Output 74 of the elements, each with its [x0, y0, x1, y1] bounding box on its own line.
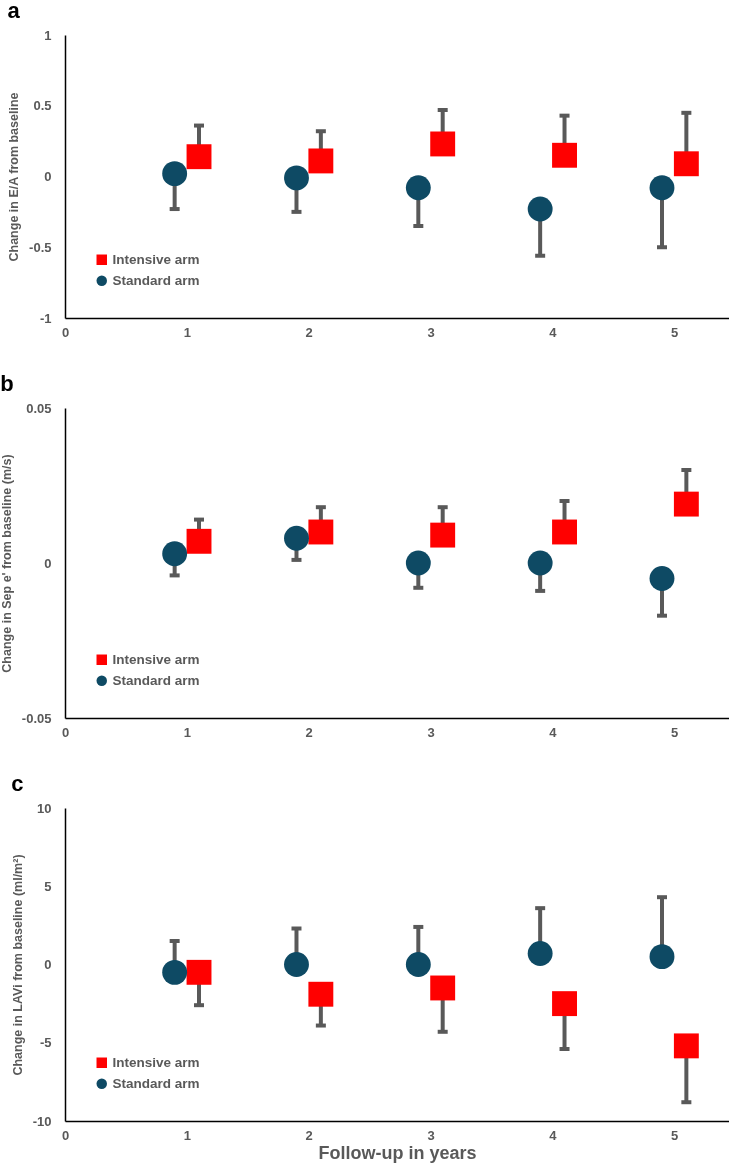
y-tick-label: -0.5	[29, 239, 52, 255]
y-tick-label: 0	[44, 169, 52, 184]
point	[673, 151, 699, 177]
point	[162, 541, 188, 567]
point	[430, 522, 456, 548]
x-tick-label: 0	[61, 324, 70, 340]
y-tick-label: 10	[37, 800, 52, 816]
y-tick-label: 0	[44, 957, 52, 972]
chart-title: c	[11, 771, 24, 796]
x-tick-label: 2	[305, 324, 313, 340]
y-axis-title: Change in E/A from baseline	[7, 92, 22, 262]
point	[162, 161, 188, 187]
x-axis-title: Follow-up in years	[318, 1142, 477, 1163]
point	[673, 491, 699, 517]
y-tick-label: -0.05	[21, 710, 52, 726]
legend-label: Intensive arm	[112, 651, 200, 667]
y-tick-label: -1	[39, 310, 52, 326]
point	[186, 528, 212, 554]
y-tick-label: 0.5	[33, 98, 52, 114]
point	[527, 550, 553, 576]
chart-title: a	[7, 0, 21, 23]
point	[527, 196, 553, 222]
point	[649, 944, 675, 970]
point	[405, 175, 431, 201]
point	[162, 959, 188, 985]
y-tick-label: 5	[44, 878, 52, 894]
legend-label: Standard arm	[112, 672, 200, 688]
x-tick-label: 3	[427, 1127, 435, 1143]
x-tick-label: 1	[183, 724, 191, 740]
x-tick-label: 2	[305, 724, 313, 740]
y-tick-label: 0.05	[26, 400, 52, 416]
x-tick-label: 5	[671, 1127, 679, 1143]
legend-label: Intensive arm	[112, 251, 200, 267]
point	[284, 525, 309, 551]
point	[284, 952, 309, 977]
y-axis-title: Change in Sep e' from baseline (m/s)	[0, 454, 14, 673]
point	[430, 975, 456, 1001]
point	[552, 142, 577, 168]
point	[405, 550, 431, 576]
point	[673, 1033, 699, 1059]
x-tick-label: 4	[549, 324, 558, 340]
chart-title: b	[0, 371, 14, 396]
y-axis-title: Change in LAVi from baseline (ml/m²)	[10, 854, 25, 1076]
point	[186, 144, 212, 170]
y-tick-label: 0	[44, 555, 52, 571]
legend-label: Standard arm	[112, 1075, 200, 1091]
point	[649, 566, 675, 591]
x-tick-label: 3	[427, 724, 435, 740]
x-tick-label: 2	[305, 1127, 313, 1143]
point	[649, 175, 675, 201]
legend-label: Intensive arm	[112, 1054, 200, 1070]
x-tick-label: 1	[183, 1127, 191, 1143]
y-tick-label: -5	[39, 1035, 52, 1051]
legend-label: Standard arm	[112, 272, 200, 288]
x-tick-label: 0	[61, 724, 70, 740]
point	[552, 519, 577, 545]
point	[308, 519, 334, 545]
x-tick-label: 4	[549, 724, 558, 740]
point	[186, 959, 212, 985]
x-tick-label: 3	[427, 324, 435, 340]
point	[308, 981, 334, 1007]
x-tick-label: 5	[671, 324, 679, 340]
point	[430, 131, 456, 157]
x-tick-label: 5	[671, 724, 679, 740]
x-tick-label: 4	[549, 1127, 558, 1143]
x-tick-label: 1	[183, 324, 191, 340]
point	[527, 941, 553, 966]
x-tick-label: 0	[61, 1127, 70, 1143]
point	[308, 148, 334, 174]
point	[284, 165, 309, 191]
y-tick-label: 1	[44, 27, 52, 43]
y-tick-label: -10	[32, 1113, 52, 1129]
point	[405, 952, 431, 977]
point	[552, 991, 577, 1017]
